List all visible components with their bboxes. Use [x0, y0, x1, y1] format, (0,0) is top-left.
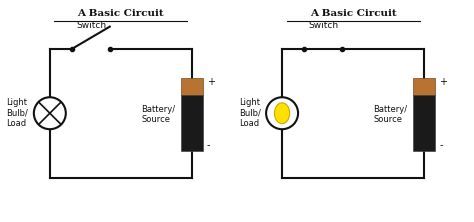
Text: Light
Bulb/
Load: Light Bulb/ Load [239, 98, 261, 128]
Text: +: + [207, 77, 215, 87]
Text: Switch: Switch [309, 21, 339, 30]
Circle shape [266, 97, 298, 129]
Text: -: - [439, 140, 443, 151]
Text: Battery/
Source: Battery/ Source [141, 105, 175, 124]
Bar [413, 95, 435, 151]
Text: +: + [439, 77, 447, 87]
Text: -: - [207, 140, 210, 151]
Text: Battery/
Source: Battery/ Source [374, 105, 408, 124]
Circle shape [34, 97, 66, 129]
Text: Switch: Switch [76, 21, 107, 30]
Text: A Basic Circuit: A Basic Circuit [310, 9, 396, 18]
Bar [181, 95, 203, 151]
Ellipse shape [274, 103, 290, 124]
Bar [413, 78, 435, 95]
Text: Light
Bulb/
Load: Light Bulb/ Load [7, 98, 28, 128]
Bar [181, 78, 203, 95]
Text: A Basic Circuit: A Basic Circuit [78, 9, 164, 18]
